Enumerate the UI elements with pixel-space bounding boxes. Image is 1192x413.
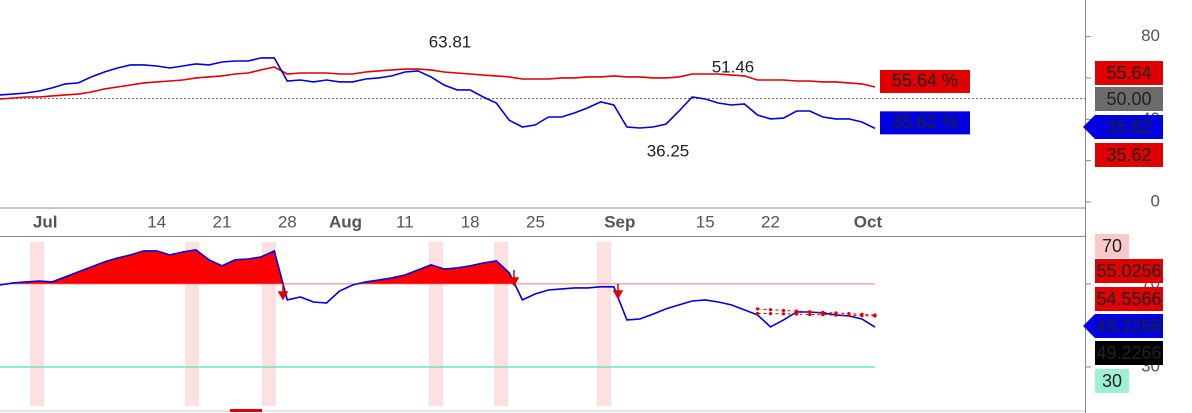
band (597, 242, 611, 406)
price-tag-label: 70 (1102, 236, 1122, 256)
arrow-head (612, 290, 624, 300)
series-line (757, 308, 876, 316)
price-tag (1095, 369, 1129, 393)
series-dot (821, 313, 825, 317)
series-dot (860, 314, 864, 318)
price-tag (1095, 61, 1163, 85)
series-dot (808, 312, 812, 317)
series-dot (795, 312, 799, 316)
price-tag (1083, 314, 1163, 338)
sell-arrows (277, 270, 624, 301)
x-tick-label: 18 (461, 212, 480, 231)
series-dot (755, 307, 760, 311)
price-tag (1095, 87, 1163, 111)
annotation: 36.25 (647, 141, 690, 160)
price-tag-label: 54.5566 (1096, 289, 1161, 309)
series-dot (768, 312, 773, 316)
band (30, 242, 44, 406)
series-line (757, 312, 876, 317)
price-tag-label: 49.2266 (1096, 343, 1161, 363)
x-tick-label: Jul (33, 212, 58, 231)
series-dot (795, 309, 799, 313)
price-tag-label: 50.00 (1106, 89, 1151, 109)
value-label: 55.64 % (892, 71, 958, 91)
price-tag-label: 55.0256 (1096, 261, 1161, 281)
price-tag-label: 49.2266 (1096, 316, 1161, 336)
x-tick-label: 11 (396, 212, 414, 231)
panel (0, 249, 877, 368)
price-tag (1095, 234, 1129, 258)
y-tick-label: 0 (1151, 191, 1160, 210)
x-tick-label: 21 (213, 212, 232, 231)
series-dot (834, 313, 838, 317)
x-tick-label: Oct (854, 212, 883, 231)
price-tag (1095, 259, 1163, 283)
arrow-head (277, 291, 289, 301)
series-dot (873, 314, 877, 318)
value-label-box (880, 69, 970, 93)
x-tick-label: 22 (761, 212, 780, 231)
price-tag-label: 35.62 (1106, 117, 1151, 137)
x-tick-label: 25 (526, 212, 545, 231)
price-tag (1095, 143, 1163, 167)
panel (0, 57, 1085, 130)
y-tick-label: 80 (1141, 26, 1160, 45)
annotation: 51.46 (712, 57, 755, 76)
series-line (0, 249, 876, 328)
x-tick-label: 28 (278, 212, 297, 231)
price-tag-label: 30 (1102, 371, 1122, 391)
value-label: 35.62 % (892, 112, 958, 132)
series-dot (755, 311, 760, 316)
x-tick-label: 14 (147, 212, 166, 231)
series-dot (781, 308, 786, 313)
x-tick-label: Aug (329, 212, 362, 231)
arrow-head (508, 277, 520, 287)
series-dot (768, 308, 773, 312)
scroll-marker (230, 409, 262, 412)
annotation: 63.81 (429, 32, 472, 51)
series-line (0, 57, 876, 130)
price-tag-label: 55.64 (1106, 63, 1151, 83)
price-tag (1095, 341, 1163, 365)
x-tick-label: Sep (604, 212, 635, 231)
value-label-box (880, 111, 970, 135)
x-tick-label: 15 (696, 212, 715, 231)
price-tag (1095, 287, 1163, 311)
price-tag-label: 35.62 (1106, 145, 1151, 165)
series-dot (821, 310, 825, 314)
series-dot (847, 313, 851, 317)
price-tag (1083, 115, 1163, 139)
series-dot (808, 310, 812, 314)
series-line (0, 66, 876, 100)
series-dot (781, 312, 786, 316)
